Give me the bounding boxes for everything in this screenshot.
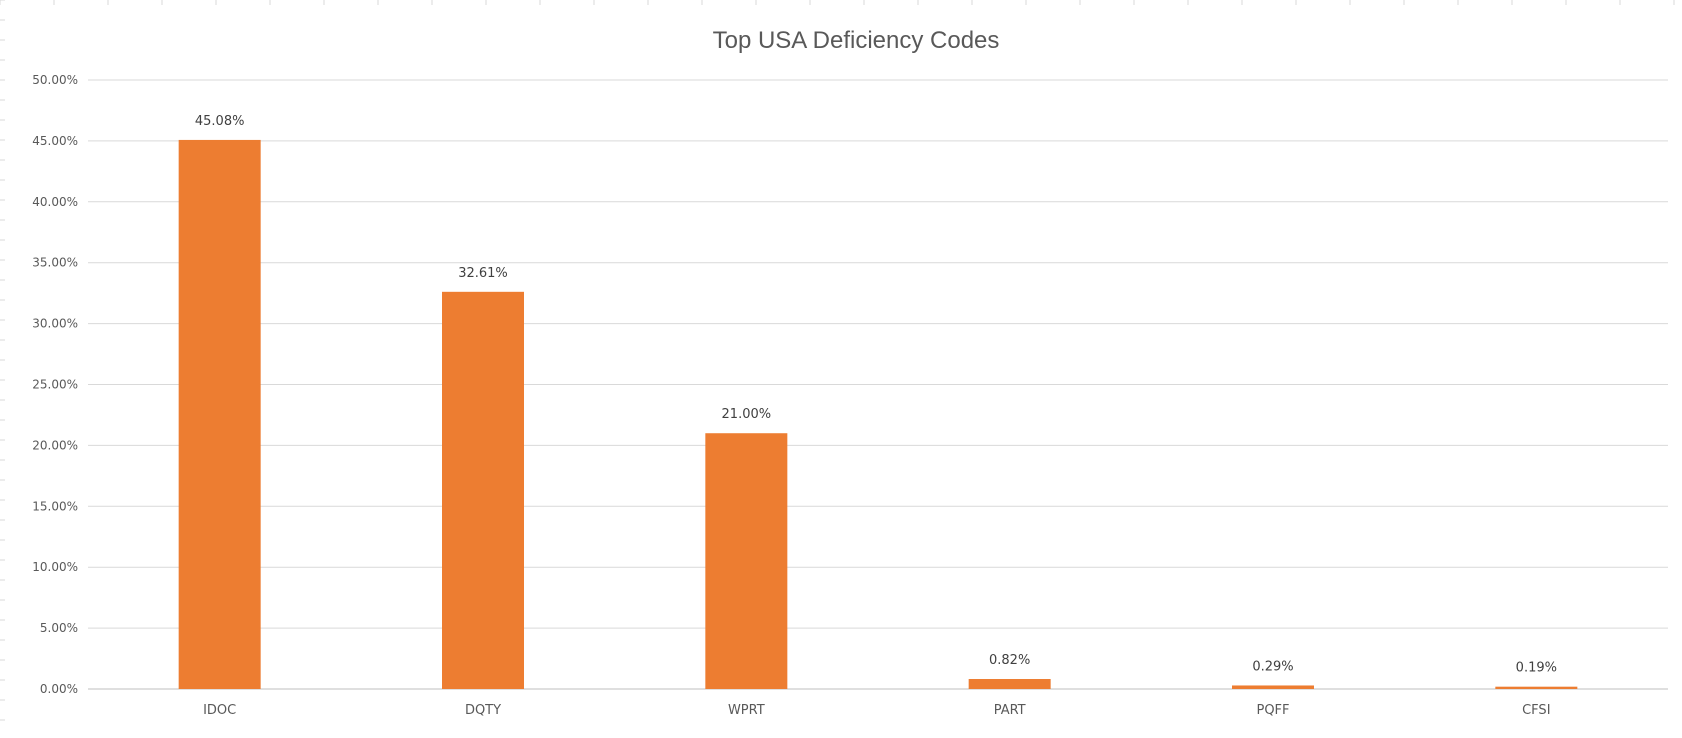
y-tick-label: 0.00% [40, 682, 78, 696]
x-tick-label-wprt: WPRT [728, 703, 765, 718]
bar-cfsi [1495, 687, 1577, 689]
data-labels: 45.08% 32.61% 21.00% 0.82% 0.29% 0.19% [195, 114, 1557, 676]
bars [179, 140, 1578, 689]
x-tick-label-part: PART [994, 703, 1026, 718]
x-tick-label-dqty: DQTY [465, 703, 501, 718]
data-label-pqff: 0.29% [1252, 659, 1293, 674]
bar-pqff [1232, 685, 1314, 689]
y-tick-label: 10.00% [32, 560, 78, 574]
gridlines [88, 80, 1668, 689]
y-tick-label: 40.00% [32, 195, 78, 209]
data-label-dqty: 32.61% [458, 266, 508, 281]
y-tick-label: 15.00% [32, 499, 78, 513]
data-label-wprt: 21.00% [722, 407, 772, 422]
data-label-part: 0.82% [989, 653, 1030, 668]
bar-wprt [705, 433, 787, 689]
y-tick-label: 45.00% [32, 134, 78, 148]
y-tick-label: 30.00% [32, 317, 78, 331]
bar-idoc [179, 140, 261, 689]
y-axis-tick-labels: 0.00% 5.00% 10.00% 15.00% 20.00% 25.00% 30.00%… [32, 73, 78, 696]
bar-dqty [442, 292, 524, 689]
data-label-idoc: 45.08% [195, 114, 245, 129]
y-tick-label: 25.00% [32, 378, 78, 392]
x-tick-label-cfsi: CFSI [1522, 703, 1550, 718]
y-tick-label: 5.00% [40, 621, 78, 635]
y-tick-label: 20.00% [32, 438, 78, 452]
x-axis-category-labels: IDOC DQTY WPRT PART PQFF CFSI [203, 703, 1550, 718]
x-tick-label-idoc: IDOC [203, 703, 236, 718]
x-tick-label-pqff: PQFF [1256, 703, 1289, 718]
y-tick-label: 35.00% [32, 256, 78, 270]
data-label-cfsi: 0.19% [1516, 661, 1557, 676]
bar-part [969, 679, 1051, 689]
chart-title: Top USA Deficiency Codes [713, 27, 1000, 54]
y-tick-label: 50.00% [32, 73, 78, 87]
